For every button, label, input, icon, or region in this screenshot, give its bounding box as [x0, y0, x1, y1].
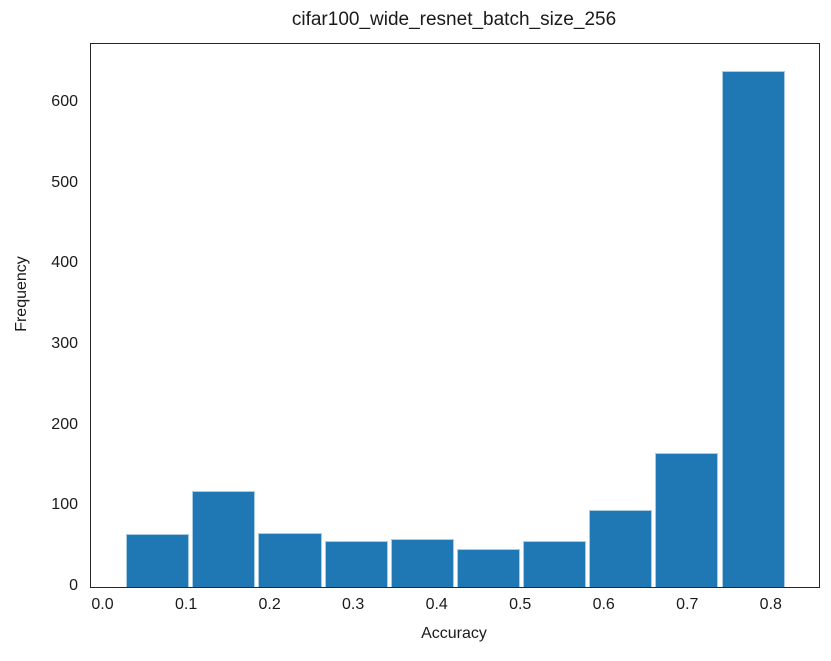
x-tick-label: 0.4: [425, 596, 448, 613]
histogram-bar: [324, 541, 388, 587]
bars-container: [91, 44, 819, 587]
y-tick-label: 300: [51, 334, 78, 352]
histogram-bar: [654, 453, 719, 587]
histogram-bar: [191, 491, 255, 587]
y-tick-label: 400: [51, 254, 78, 272]
plot-area: [90, 43, 820, 588]
x-tick-label: 0.6: [592, 596, 615, 613]
x-tick-label: 0.0: [91, 596, 114, 613]
y-tick-label: 0: [69, 577, 78, 594]
chart-title: cifar100_wide_resnet_batch_size_256: [291, 9, 617, 30]
x-axis-label: Accuracy: [421, 625, 487, 642]
histogram-bar: [390, 539, 454, 587]
y-tick-label: 600: [51, 92, 78, 110]
x-tick-label: 0.1: [174, 596, 198, 613]
x-tick-label: 0.2: [258, 596, 281, 613]
histogram-bar: [588, 510, 652, 587]
x-tick-label: 0.7: [676, 596, 699, 613]
x-tick-label: 0.5: [509, 596, 532, 613]
y-tick-label: 200: [51, 415, 78, 433]
histogram-bar: [721, 70, 785, 587]
x-tick-label: 0.8: [759, 596, 782, 613]
histogram-bar: [456, 549, 520, 587]
y-tick-label: 500: [51, 173, 78, 191]
x-tick-label: 0.3: [341, 596, 365, 613]
histogram-bar: [125, 533, 189, 587]
y-tick-label: 100: [51, 496, 78, 514]
histogram-bar: [522, 541, 586, 587]
histogram-bar: [257, 532, 322, 587]
